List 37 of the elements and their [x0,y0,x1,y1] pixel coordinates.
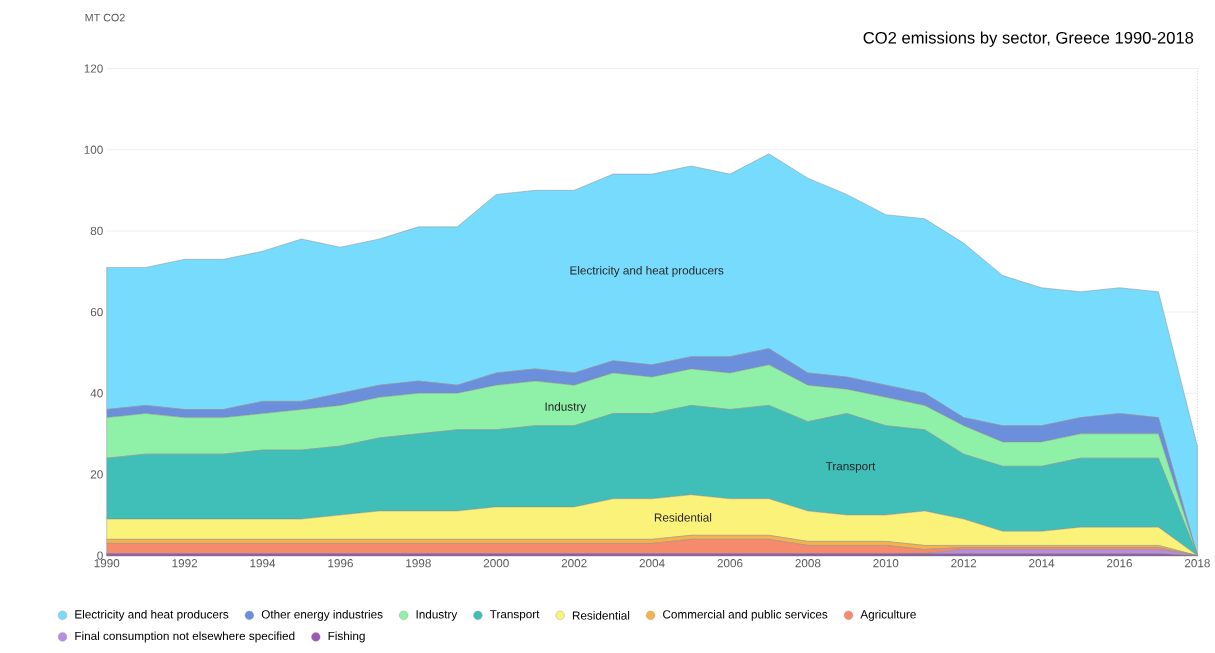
x-tick-label: 2006 [717,559,743,568]
legend-label: Industry [416,610,458,622]
y-tick-label: 120 [84,64,103,73]
x-tick-label: 2000 [483,559,509,568]
y-tick-label: 40 [90,389,103,398]
annotation: Electricity and heat producers [570,266,724,278]
legend-label: Agriculture [860,610,916,622]
x-tick-label: 1994 [250,559,276,568]
x-tick-label: 2014 [1029,559,1055,568]
legend-label: Transport [490,610,540,621]
y-tick-label: 100 [84,145,103,155]
x-tick-label: 1992 [172,559,198,568]
x-tick-label: 2008 [795,559,821,568]
y-tick-label: 20 [90,470,103,479]
legend-label: Final consumption not elsewhere specified [75,631,295,643]
y-axis-title: MT CO2 [85,14,125,22]
x-tick-label: 1996 [328,559,353,568]
annotation: Residential [654,513,712,522]
chart-title: CO2 emissions by sector, Greece 1990-2018 [863,31,1194,48]
y-tick-label: 60 [90,308,103,317]
x-tick-label: 2004 [639,559,665,568]
x-tick-label: 2018 [1184,559,1210,568]
annotation: Industry [545,402,587,414]
annotation: Transport [825,462,876,473]
x-tick-label: 1998 [406,559,431,568]
legend-label: Fishing [328,631,365,643]
y-tick-label: 80 [90,226,103,236]
legend-label: Electricity and heat producers [75,610,229,622]
x-tick-label: 2012 [951,559,977,568]
y-tick-label: 0 [97,551,103,560]
x-tick-label: 1990 [94,559,120,568]
x-tick-label: 2016 [1107,559,1132,568]
legend-label: Commercial and public services [663,610,828,622]
legend-label: Residential [572,611,630,620]
legend-label: Other energy industries [261,610,383,622]
x-tick-label: 2002 [561,559,587,568]
x-tick-label: 2010 [873,559,899,568]
